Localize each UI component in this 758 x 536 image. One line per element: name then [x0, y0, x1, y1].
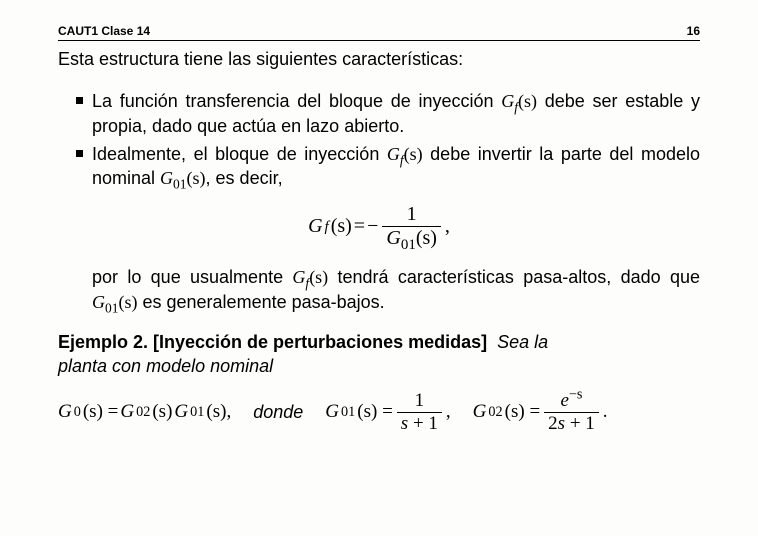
- eq-den: G01(s): [382, 227, 441, 249]
- bottom-equation: G0(s) = G02(s) G01(s), donde G01(s) = 1 …: [58, 391, 700, 434]
- example-ital-2: planta con modelo nominal: [58, 356, 273, 376]
- eq-lhs-arg: (s): [331, 215, 352, 238]
- tail: ,: [446, 401, 451, 423]
- tail: .: [603, 401, 608, 423]
- text: es generalemente pasa-bajos.: [138, 292, 385, 312]
- text: La función transferencia del bloque de i…: [92, 91, 501, 111]
- bullet-list: La función transferencia del bloque de i…: [58, 89, 700, 190]
- eq-fraction: 1 G01(s): [382, 204, 441, 249]
- num: 1: [411, 391, 429, 412]
- slide-page: CAUT1 Clase 14 16 Esta estructura tiene …: [0, 0, 758, 458]
- eq-lhs-sym: G: [308, 215, 322, 238]
- header-bar: CAUT1 Clase 14 16: [58, 24, 700, 41]
- fraction: 1 s + 1: [397, 391, 442, 434]
- arg: (s): [152, 401, 172, 423]
- math-sym: G: [92, 292, 105, 312]
- eq-num: 1: [403, 204, 421, 226]
- num: e−s: [556, 391, 586, 412]
- sym: G: [325, 401, 339, 423]
- bottom-eq-product: G0(s) = G02(s) G01(s),: [58, 401, 231, 423]
- sym: G: [174, 401, 188, 423]
- math-sym: G: [160, 168, 173, 188]
- math-arg: (s): [518, 91, 537, 111]
- donde-label: donde: [253, 402, 303, 423]
- math-arg: (s): [187, 168, 206, 188]
- arg: (s) =: [505, 401, 541, 423]
- display-equation: Gf(s) = − 1 G01(s) ,: [58, 204, 700, 249]
- text: por lo que usualmente: [92, 267, 292, 287]
- eq-equals: =: [354, 215, 365, 238]
- den-arg: (s): [416, 227, 437, 249]
- example-ital-1: Sea la: [497, 332, 548, 352]
- math-arg: (s): [309, 267, 328, 287]
- math-arg: (s): [404, 144, 423, 164]
- bottom-eq-g01: G01(s) = 1 s + 1 ,: [325, 391, 450, 434]
- arg: (s),: [206, 401, 231, 423]
- math-sym: G: [292, 267, 305, 287]
- text: , es decir,: [206, 168, 283, 188]
- example-heading: Ejemplo 2. [Inyección de perturbaciones …: [58, 330, 700, 379]
- den: s + 1: [397, 413, 442, 434]
- arg: (s) =: [357, 401, 393, 423]
- example-label: Ejemplo 2. [Inyección de perturbaciones …: [58, 332, 487, 352]
- bottom-eq-g02: G02(s) = e−s 2s + 1 .: [473, 391, 608, 434]
- eq-neg: −: [367, 215, 378, 238]
- math-sym: G: [501, 91, 514, 111]
- bullet-2: Idealmente, el bloque de inyección Gf(s)…: [76, 142, 700, 191]
- math-arg: (s): [119, 292, 138, 312]
- eq-tail: ,: [445, 215, 450, 238]
- page-number: 16: [687, 24, 700, 38]
- after-equation-text: por lo que usualmente Gf(s) tendrá carac…: [58, 265, 700, 314]
- math-sub: 01: [105, 300, 119, 315]
- header-left: CAUT1 Clase 14: [58, 24, 150, 38]
- sym: G: [120, 401, 134, 423]
- den-sub: 01: [401, 237, 416, 253]
- den-sym: G: [386, 227, 400, 249]
- text: tendrá características pasa-altos, dado …: [328, 267, 700, 287]
- arg: (s) =: [83, 401, 119, 423]
- math-sub: 01: [173, 177, 187, 192]
- lead-text: Esta estructura tiene las siguientes car…: [58, 47, 700, 71]
- bullet-1: La función transferencia del bloque de i…: [76, 89, 700, 138]
- text: Idealmente, el bloque de inyección: [92, 144, 387, 164]
- sym: G: [473, 401, 487, 423]
- sym: G: [58, 401, 72, 423]
- den: 2s + 1: [544, 413, 599, 434]
- fraction: e−s 2s + 1: [544, 391, 599, 434]
- math-sym: G: [387, 144, 400, 164]
